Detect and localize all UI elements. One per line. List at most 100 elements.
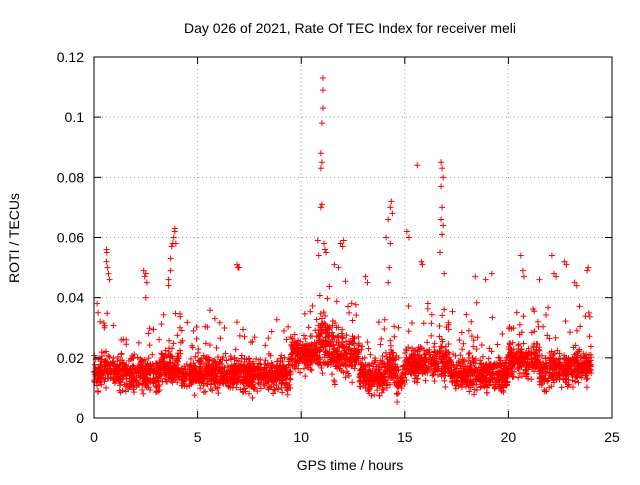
data-point [206, 341, 213, 348]
data-point [300, 332, 307, 339]
data-point [131, 389, 138, 396]
data-point [550, 358, 557, 365]
data-point [483, 362, 490, 369]
data-point [211, 315, 218, 322]
data-point [142, 294, 149, 301]
data-point [246, 383, 253, 390]
data-point [206, 362, 213, 369]
data-point [359, 343, 366, 350]
x-axis-label: GPS time / hours [297, 457, 404, 473]
data-point [473, 299, 480, 306]
data-point [471, 358, 478, 365]
data-point [402, 370, 409, 377]
data-point [166, 337, 173, 344]
data-point [438, 159, 445, 166]
data-point [322, 349, 329, 356]
data-point [152, 382, 159, 389]
data-point [499, 330, 506, 337]
data-point [464, 363, 471, 370]
data-point [317, 346, 324, 353]
data-point [172, 240, 179, 247]
data-point [389, 210, 396, 217]
data-point [291, 331, 298, 338]
data-point [282, 365, 289, 372]
data-point [414, 375, 421, 382]
data-point [538, 352, 545, 359]
data-point [252, 374, 259, 381]
data-point [147, 370, 154, 377]
data-point [318, 201, 325, 208]
data-point [587, 343, 594, 350]
data-point [528, 376, 535, 383]
data-point [265, 350, 272, 357]
data-point [357, 374, 364, 381]
data-point [572, 342, 579, 349]
data-point [134, 354, 141, 361]
data-point [94, 300, 101, 307]
data-point [141, 273, 148, 280]
data-point [468, 318, 475, 325]
data-point [197, 364, 204, 371]
data-point [382, 368, 389, 375]
data-point [411, 375, 418, 382]
data-point [247, 339, 254, 346]
data-point [418, 345, 425, 352]
data-point [349, 362, 356, 369]
data-point [506, 341, 513, 348]
data-point [183, 371, 190, 378]
data-point [156, 336, 163, 343]
x-tick-label: 20 [501, 429, 517, 445]
data-point [353, 349, 360, 356]
data-point [257, 356, 264, 363]
data-point [343, 349, 350, 356]
data-point [319, 370, 326, 377]
data-point [514, 350, 521, 357]
data-point [249, 395, 256, 402]
data-point [511, 368, 518, 375]
data-point [119, 387, 126, 394]
data-point [442, 384, 449, 391]
data-point [431, 340, 438, 347]
data-point [394, 382, 401, 389]
data-point [483, 389, 490, 396]
data-point [117, 382, 124, 389]
data-point [95, 387, 102, 394]
data-point [517, 349, 524, 356]
data-point [449, 308, 456, 315]
data-point [445, 340, 452, 347]
data-point [524, 370, 531, 377]
data-point [474, 334, 481, 341]
data-point [241, 369, 248, 376]
data-point [144, 378, 151, 385]
data-point [505, 343, 512, 350]
data-point [531, 328, 538, 335]
data-point [152, 389, 159, 396]
data-point [101, 362, 108, 369]
data-point [457, 381, 464, 388]
data-point [584, 267, 591, 274]
data-point [523, 371, 530, 378]
data-point [522, 367, 529, 374]
data-point [149, 351, 156, 358]
data-point [202, 323, 209, 330]
data-point [270, 371, 277, 378]
data-point [316, 355, 323, 362]
data-point [232, 346, 239, 353]
data-point [324, 295, 331, 302]
data-point [433, 355, 440, 362]
data-point [103, 384, 110, 391]
data-point [388, 349, 395, 356]
data-point [477, 357, 484, 364]
data-point [465, 327, 472, 334]
data-point [531, 362, 538, 369]
data-point [585, 309, 592, 316]
data-point [323, 249, 330, 256]
data-point [342, 356, 349, 363]
data-point [430, 371, 437, 378]
data-point [215, 390, 222, 397]
data-point [95, 365, 102, 372]
data-point [309, 352, 316, 359]
data-point [233, 319, 240, 326]
data-point [317, 165, 324, 172]
data-point [200, 352, 207, 359]
